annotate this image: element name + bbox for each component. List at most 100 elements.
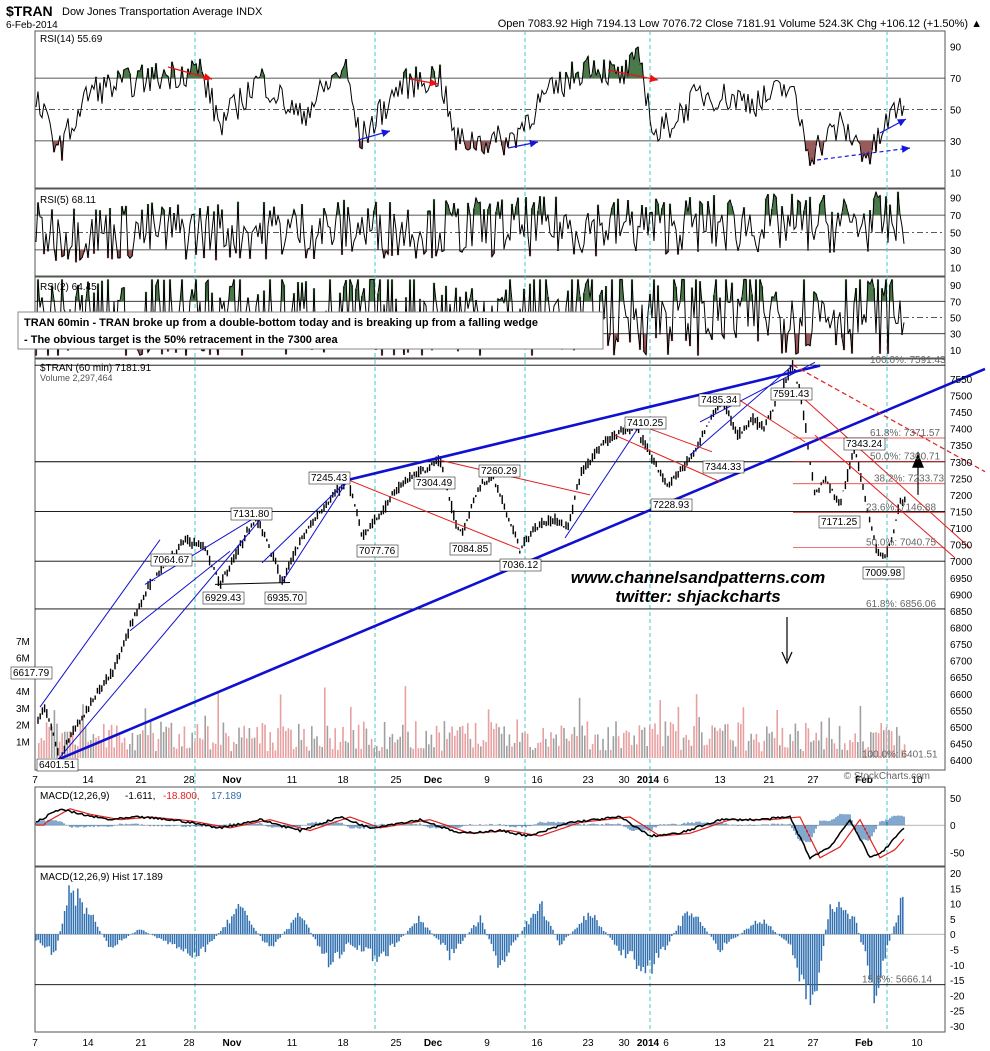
volume-bar <box>391 733 394 758</box>
volume-bar <box>290 729 292 758</box>
volume-tick-label: 4M <box>16 687 30 698</box>
volume-bar <box>584 735 586 758</box>
x-tick-label-bottom-16: 21 <box>763 1038 775 1049</box>
fib-label: 61.8%: 6856.06 <box>866 599 936 610</box>
volume-bar <box>555 734 557 758</box>
volume-bar <box>443 721 446 758</box>
price-label-box <box>862 566 905 580</box>
volume-bar <box>638 725 641 758</box>
x-tick-label-17: 27 <box>807 775 819 786</box>
volume-bar <box>214 743 217 758</box>
volume-bar <box>708 738 711 758</box>
volume-bar <box>173 747 175 758</box>
volume-title: Volume 2,297,464 <box>40 373 113 383</box>
volume-bar <box>472 747 474 758</box>
volume-bar <box>248 727 251 758</box>
volume-bar <box>862 741 864 758</box>
volume-bar <box>399 736 401 758</box>
volume-bar <box>711 725 713 758</box>
rsi-line-1 <box>35 190 905 263</box>
x-tick-label-6: 18 <box>337 775 349 786</box>
volume-bar <box>240 737 243 758</box>
blue-divergence-arrow-head <box>529 139 538 148</box>
volume-bar <box>864 748 867 758</box>
y-tick-label: 90 <box>950 43 962 54</box>
x-tick-label-bottom-1: 14 <box>82 1038 94 1049</box>
volume-bar <box>196 724 199 758</box>
volume-bar <box>797 730 799 758</box>
volume-bar <box>204 715 206 758</box>
volume-bar <box>243 725 245 758</box>
y-tick-label: 70 <box>950 211 962 222</box>
macd-value: -1.611, <box>125 791 155 802</box>
hist-bars <box>35 885 904 1005</box>
volume-bar <box>503 726 505 758</box>
volume-bar <box>836 748 838 758</box>
volume-bar <box>628 732 630 758</box>
y-tick-label: 6750 <box>950 640 973 651</box>
price-label: 6617.79 <box>13 668 50 679</box>
volume-bar <box>646 746 648 758</box>
y-tick-label: 7350 <box>950 441 973 452</box>
volume-bar <box>168 727 170 758</box>
volume-bar <box>113 747 115 758</box>
y-tick-label: 7100 <box>950 524 973 535</box>
blue-divergence-arrow-dashed-head <box>901 145 910 153</box>
volume-bar <box>534 747 537 758</box>
x-tick-label-bottom-11: 23 <box>582 1038 594 1049</box>
volume-bar <box>513 742 516 758</box>
price-label: 7077.76 <box>359 546 396 557</box>
volume-bar <box>38 743 40 758</box>
volume-bar <box>727 723 729 758</box>
volume-bar <box>269 732 271 758</box>
volume-bar <box>849 740 851 758</box>
volume-bar <box>654 723 656 758</box>
price-label: 7344.33 <box>705 462 742 473</box>
price-label: 7343.24 <box>846 439 883 450</box>
y-tick-label: 50 <box>950 106 962 117</box>
x-tick-label-1: 14 <box>82 775 94 786</box>
volume-bar <box>116 725 118 758</box>
volume-bar <box>285 730 287 758</box>
volume-bar <box>560 725 563 758</box>
volume-bar <box>230 751 232 758</box>
y-tick-label: -50 <box>950 848 965 859</box>
volume-bar <box>771 731 773 758</box>
quote-line: Open 7083.92 High 7194.13 Low 7076.72 Cl… <box>498 18 982 30</box>
volume-bar <box>40 738 43 758</box>
volume-bar <box>217 691 219 758</box>
price-label: 7171.25 <box>821 517 858 528</box>
x-tick-label-15: 13 <box>714 775 726 786</box>
volume-bar <box>508 734 511 758</box>
volume-bar <box>220 744 222 758</box>
y-tick-label: 10 <box>950 346 962 357</box>
fib-label: 23.6%: 7146.88 <box>866 503 936 514</box>
volume-bar <box>716 730 719 758</box>
x-tick-label-4: Nov <box>223 775 242 786</box>
volume-bar <box>295 746 297 758</box>
volume-bar <box>253 737 256 758</box>
volume-bar <box>706 744 708 758</box>
volume-bar <box>747 740 750 758</box>
volume-bar <box>649 725 651 758</box>
volume-bar <box>482 740 485 758</box>
macd-line <box>35 808 905 860</box>
volume-bar <box>321 747 323 758</box>
volume-bar <box>825 737 828 758</box>
x-tick-label-bottom-13: 2014 <box>637 1038 660 1049</box>
x-tick-label-bottom-18: Feb <box>855 1038 873 1049</box>
volume-bar <box>394 742 396 758</box>
price-label-box <box>843 437 886 451</box>
volume-bar <box>675 731 677 758</box>
volume-bar <box>342 726 344 758</box>
credit: © StockCharts.com <box>844 771 930 782</box>
volume-bar <box>238 727 240 758</box>
volume-bar <box>828 717 830 758</box>
volume-bar <box>763 740 765 758</box>
wedge-line <box>614 434 721 483</box>
volume-bar <box>625 730 628 758</box>
watermark-twitter: twitter: shjackcharts <box>615 587 780 606</box>
volume-bar <box>851 742 854 758</box>
volume-bar <box>207 726 209 758</box>
volume-bar <box>71 732 74 758</box>
